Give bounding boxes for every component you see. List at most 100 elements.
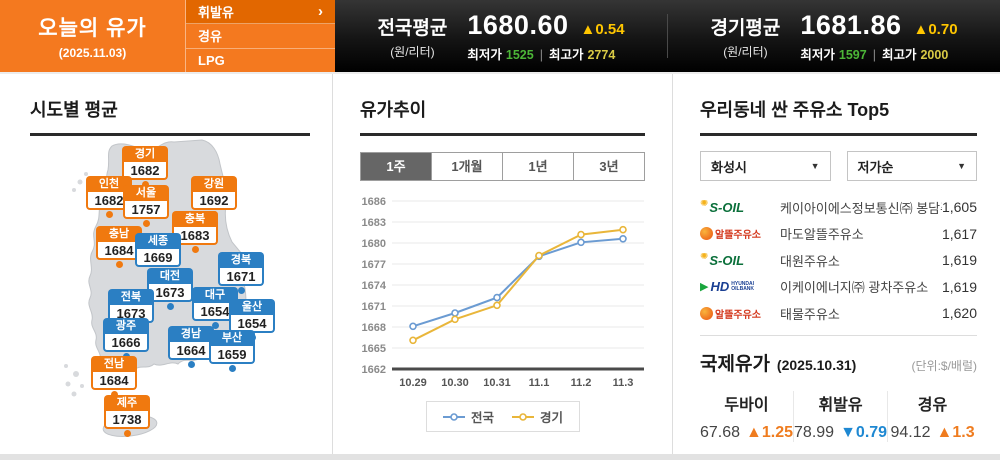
trend-chart: 1662 1665 1668 1671 1674 1677 1680 1683 1686 10.2…: [352, 189, 654, 399]
national-average-value: 1680.60: [467, 9, 569, 40]
station-name: 케이아이에스정보통신㈜ 봉담주…: [780, 200, 942, 216]
header-divider: [667, 14, 668, 58]
svg-text:10.29: 10.29: [399, 377, 427, 389]
station-row[interactable]: ✺ S-OIL 대원주유소 1,619: [700, 247, 977, 274]
region-label[interactable]: 울산 1654: [229, 299, 275, 341]
national-change: ▲0.54: [580, 20, 625, 38]
city-select[interactable]: 화성시 ▼: [700, 151, 831, 181]
top-bar: 오늘의 유가 (2025.11.03) 휘발유 › 경유 LPG 전국평균 (원/리터…: [0, 0, 1000, 72]
intl-price-column: 두바이 67.68 ▲1.25: [700, 391, 793, 442]
region-label[interactable]: 충남 1684: [96, 226, 142, 268]
chevron-down-icon: ▼: [810, 161, 820, 171]
region-marker-dot: [105, 211, 113, 218]
region-label[interactable]: 세종 1669: [135, 233, 181, 275]
gyeonggi-min-max: 최저가 1597 | 최고가 2000: [800, 47, 949, 62]
region-label[interactable]: 광주 1666: [103, 318, 149, 360]
intl-change-value: 1.3: [952, 423, 975, 441]
triangle-up-icon: ▲: [913, 20, 929, 38]
region-label[interactable]: 강원 1692: [191, 176, 237, 218]
national-min-max: 최저가 1525 | 최고가 2774: [467, 47, 616, 62]
legend-item: 경기: [512, 407, 563, 426]
svg-text:1680: 1680: [362, 238, 386, 250]
region-name: 경남: [168, 326, 214, 342]
region-label[interactable]: 경북 1671: [218, 252, 264, 294]
section-divider: [700, 334, 977, 336]
region-price: 1669: [135, 249, 181, 267]
region-name: 전남: [91, 356, 137, 372]
brand-label: HD: [710, 279, 730, 295]
region-average-panel: 시도별 평균 경기 1682 인천 1682 서울 1757 강원 1692 충북 1683 충남 1…: [0, 74, 333, 454]
station-filters: 화성시 ▼ 저가순 ▼: [700, 151, 977, 181]
region-marker-dot: [237, 287, 245, 294]
sort-select[interactable]: 저가순 ▼: [846, 151, 977, 181]
region-label[interactable]: 인천 1682: [86, 176, 132, 218]
period-tab[interactable]: 1년: [502, 153, 573, 180]
svg-text:1662: 1662: [362, 364, 386, 376]
region-label[interactable]: 충북 1683: [172, 211, 218, 253]
svg-text:1671: 1671: [362, 301, 386, 313]
period-tab[interactable]: 1개월: [431, 153, 502, 180]
altteul-logo-icon: [700, 227, 713, 241]
korea-map: 경기 1682 인천 1682 서울 1757 강원 1692 충북 1683 충남 1684 세종 16…: [0, 74, 333, 456]
svg-text:11.3: 11.3: [613, 377, 634, 389]
brand-label: 알뜰주유소: [715, 230, 761, 242]
svg-text:10.30: 10.30: [441, 377, 469, 389]
region-label[interactable]: 부산 1659: [209, 330, 255, 372]
region-label[interactable]: 서울 1757: [123, 185, 169, 227]
intl-value: 78.99 ▼0.79: [794, 423, 888, 441]
region-name: 울산: [229, 299, 275, 315]
app-title: 오늘의 유가: [38, 17, 147, 40]
period-tabs: 1주 1개월 1년 3년: [360, 152, 645, 181]
intl-price-column: 휘발유 78.99 ▼0.79: [793, 390, 888, 442]
station-name: 마도알뜰주유소: [780, 227, 864, 243]
period-tab[interactable]: 3년: [573, 153, 644, 180]
station-row[interactable]: 알뜰주유소 태물주유소 1,620: [700, 300, 977, 327]
svg-text:10.31: 10.31: [483, 377, 511, 389]
altteul-logo-icon: [700, 306, 713, 320]
region-price: 1682: [86, 192, 132, 210]
region-name: 대구: [192, 287, 238, 303]
region-price: 1683: [172, 227, 218, 245]
station-row[interactable]: ✺S-OIL 케이아이에스정보통신㈜ 봉담주…1,605: [700, 194, 977, 221]
region-label[interactable]: 경기 1682: [122, 146, 168, 188]
intl-change: ▲1.3: [937, 424, 975, 441]
intl-value: 67.68 ▲1.25: [700, 423, 794, 441]
region-price: 1659: [209, 346, 255, 364]
region-label[interactable]: 제주 1738: [104, 395, 150, 437]
region-label[interactable]: 대전 1673: [147, 268, 193, 310]
fuel-tab[interactable]: 경유: [186, 24, 335, 49]
region-label[interactable]: 대구 1654: [192, 287, 238, 329]
station-name: 이케이에너지㈜ 광차주유소: [780, 280, 929, 296]
svg-text:1668: 1668: [362, 322, 386, 334]
legend-label: 전국: [470, 411, 494, 425]
station-price: 1,619: [941, 278, 977, 295]
brand-logo-hd: ▶ HD HYUNDAI OILBANK: [700, 279, 780, 294]
period-tab[interactable]: 1주: [361, 153, 431, 180]
national-average-block: 전국평균 (원/리터) 1680.60 ▲0.54 최저가 1525 | 최고가 277…: [335, 0, 667, 72]
region-marker-dot: [141, 181, 149, 188]
fuel-tab[interactable]: 휘발유 ›: [186, 0, 335, 25]
brand-logo-altteul: 알뜰주유소: [700, 306, 780, 321]
sun-icon: ✺: [700, 252, 709, 262]
intl-change-value: 1.25: [761, 423, 794, 441]
region-name: 세종: [135, 233, 181, 249]
sun-icon: ✺: [700, 199, 709, 209]
region-name: 경기: [122, 146, 168, 162]
station-row[interactable]: ▶ HD HYUNDAI OILBANK 이케이에너지㈜ 광차주유소 1,619: [700, 274, 977, 301]
brand-logo-soil: ✺ S-OIL: [700, 200, 780, 215]
brand-label: S-OIL: [709, 252, 745, 268]
region-price: 1738: [104, 411, 150, 429]
region-price: 1664: [168, 342, 214, 360]
fuel-tab[interactable]: LPG: [186, 48, 335, 72]
line-chart-svg: 1662 1665 1668 1671 1674 1677 1680 1683 1686 10.2…: [362, 196, 644, 389]
title-underline: [30, 133, 310, 136]
region-label[interactable]: 전남 1684: [91, 356, 137, 398]
station-row[interactable]: 알뜰주유소 마도알뜰주유소 1,617: [700, 221, 977, 248]
triangle-up-icon: ▲: [580, 20, 596, 38]
region-price: 1673: [147, 284, 193, 302]
price-trend-panel: 유가추이 1주 1개월 1년 3년 1662 1665 1668 1671 1674 1677 1…: [333, 74, 673, 454]
region-label[interactable]: 경남 1664: [168, 326, 214, 368]
national-average-label: 전국평균 (원/리터): [377, 17, 448, 59]
